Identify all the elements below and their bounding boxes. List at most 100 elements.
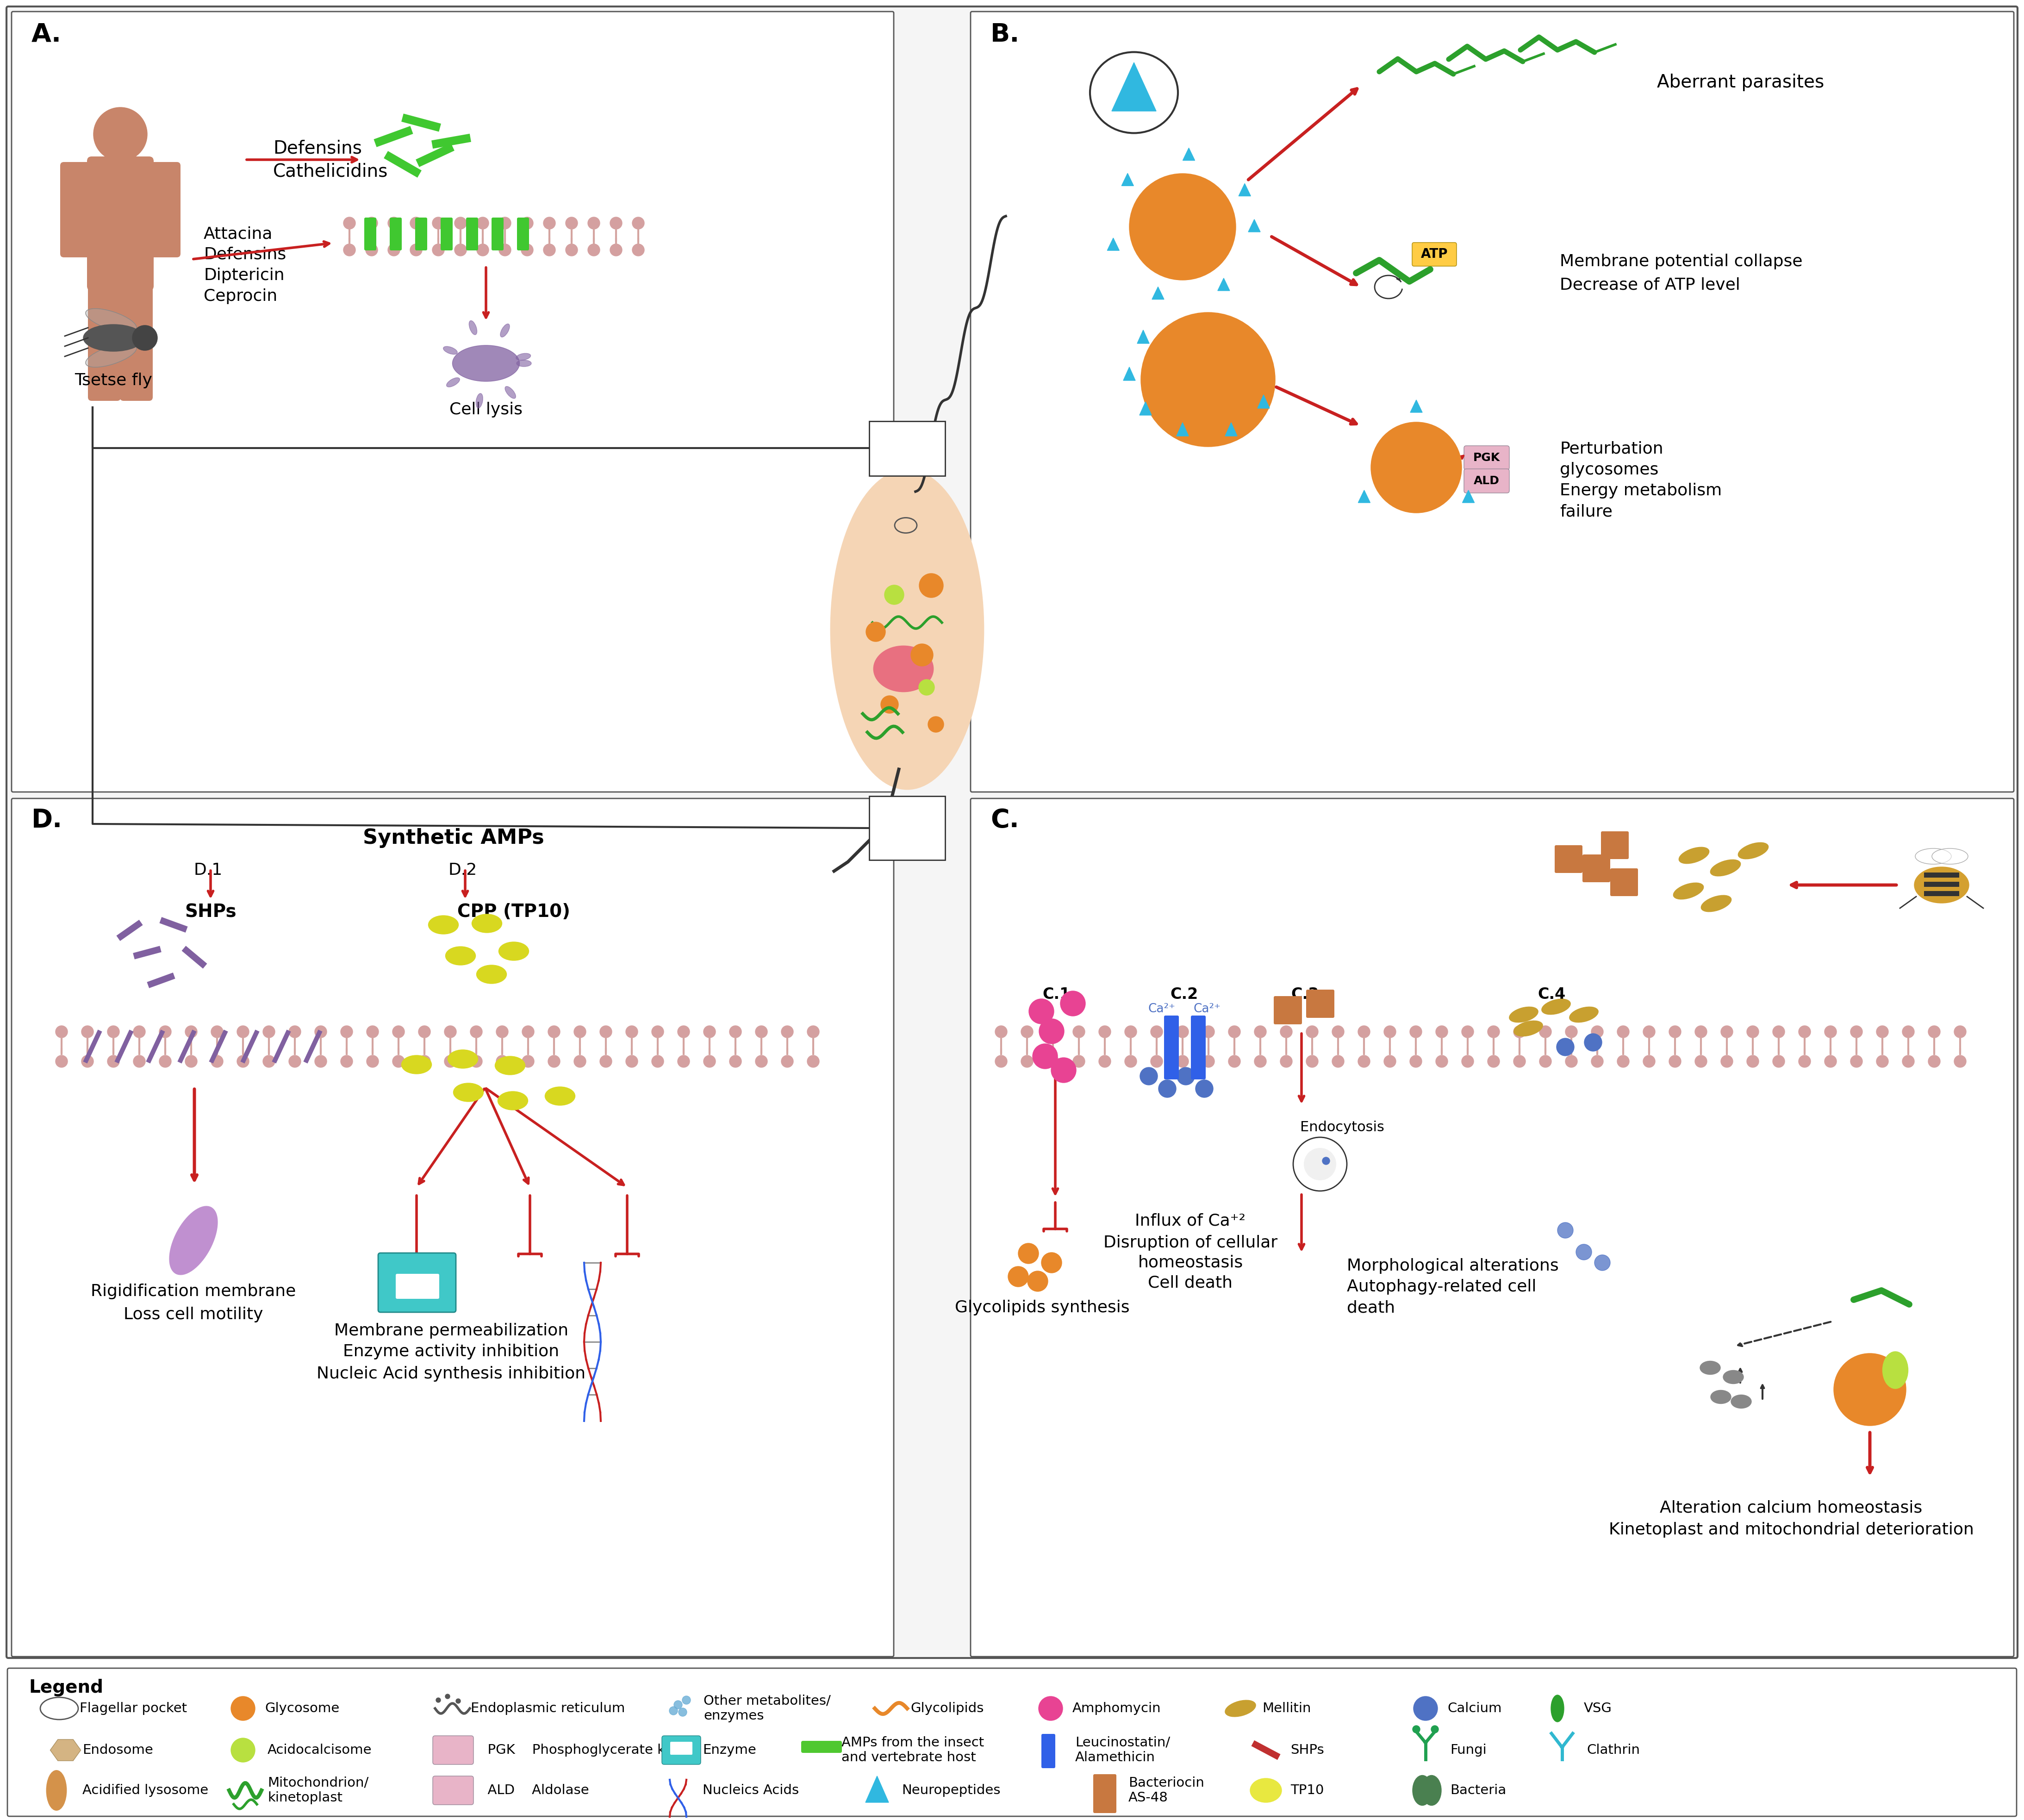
FancyBboxPatch shape (1583, 854, 1611, 883)
Circle shape (670, 1707, 678, 1714)
Circle shape (1020, 1026, 1032, 1037)
Text: Membrane potential collapse: Membrane potential collapse (1561, 253, 1803, 269)
Text: D.2: D.2 (449, 863, 478, 877)
Polygon shape (160, 917, 188, 932)
Circle shape (1202, 1056, 1214, 1067)
Circle shape (1032, 1043, 1059, 1068)
Circle shape (107, 1026, 119, 1037)
Circle shape (729, 1056, 741, 1067)
FancyBboxPatch shape (516, 218, 528, 251)
Circle shape (520, 217, 532, 229)
Circle shape (231, 1738, 255, 1762)
Circle shape (1150, 1026, 1162, 1037)
FancyBboxPatch shape (391, 218, 401, 251)
Circle shape (237, 1056, 249, 1067)
Circle shape (609, 217, 621, 229)
Ellipse shape (453, 1083, 484, 1101)
Circle shape (678, 1056, 690, 1067)
Text: D.1: D.1 (194, 863, 223, 877)
Polygon shape (1176, 422, 1188, 437)
Text: homeostasis: homeostasis (1137, 1254, 1243, 1270)
Circle shape (1196, 1079, 1212, 1097)
Polygon shape (1218, 278, 1231, 291)
Circle shape (419, 1056, 431, 1067)
Polygon shape (83, 1030, 101, 1063)
Circle shape (1747, 1056, 1759, 1067)
Text: Acidocalcisome: Acidocalcisome (267, 1744, 372, 1756)
Ellipse shape (447, 1050, 478, 1068)
Text: AMPs from the insect
and vertebrate host: AMPs from the insect and vertebrate host (842, 1736, 984, 1764)
Circle shape (1046, 1056, 1059, 1067)
Circle shape (1903, 1026, 1915, 1037)
Circle shape (55, 1056, 67, 1067)
Circle shape (445, 1694, 449, 1698)
Circle shape (631, 244, 644, 257)
Polygon shape (866, 1776, 889, 1802)
Circle shape (1099, 1056, 1111, 1067)
Circle shape (1435, 1026, 1447, 1037)
FancyBboxPatch shape (1601, 832, 1629, 859)
Circle shape (389, 217, 401, 229)
FancyBboxPatch shape (12, 11, 895, 792)
Circle shape (1413, 1725, 1421, 1733)
Text: B.: B. (990, 22, 1020, 47)
FancyBboxPatch shape (972, 799, 2014, 1656)
Circle shape (1008, 1267, 1028, 1287)
Polygon shape (271, 1030, 291, 1063)
FancyBboxPatch shape (12, 799, 895, 1656)
Circle shape (1435, 1056, 1447, 1067)
Ellipse shape (470, 320, 478, 335)
Circle shape (1142, 313, 1275, 446)
Text: Leucinostatin/
Alamethicin: Leucinostatin/ Alamethicin (1075, 1736, 1170, 1764)
Text: Endosome: Endosome (83, 1744, 154, 1756)
Circle shape (1125, 1056, 1137, 1067)
Polygon shape (1257, 395, 1269, 408)
Circle shape (599, 1026, 611, 1037)
Text: Calcium: Calcium (1447, 1702, 1502, 1714)
Circle shape (1370, 422, 1461, 513)
Circle shape (263, 1026, 275, 1037)
Text: Disruption of cellular: Disruption of cellular (1103, 1236, 1277, 1250)
Circle shape (1670, 1056, 1682, 1067)
Text: Glycosome: Glycosome (265, 1702, 340, 1714)
Circle shape (880, 695, 899, 713)
FancyBboxPatch shape (6, 7, 2018, 1658)
Circle shape (1694, 1026, 1706, 1037)
Ellipse shape (516, 360, 532, 366)
Ellipse shape (1569, 1006, 1599, 1023)
Circle shape (522, 1026, 534, 1037)
Ellipse shape (401, 1056, 431, 1074)
Ellipse shape (544, 1087, 575, 1105)
Text: Amphomycin: Amphomycin (1073, 1702, 1162, 1714)
Circle shape (1461, 1056, 1473, 1067)
Ellipse shape (516, 353, 530, 360)
Circle shape (704, 1026, 716, 1037)
Ellipse shape (85, 344, 136, 368)
FancyBboxPatch shape (1611, 868, 1637, 895)
Circle shape (160, 1056, 172, 1067)
Text: Synthetic AMPs: Synthetic AMPs (362, 828, 544, 848)
Text: Diptericin: Diptericin (204, 268, 285, 284)
Text: Enzyme: Enzyme (702, 1744, 757, 1756)
Circle shape (1834, 1354, 1907, 1425)
Ellipse shape (1700, 1361, 1720, 1374)
Text: Ca: Ca (1599, 1259, 1607, 1267)
Text: Alteration calcium homeostasis: Alteration calcium homeostasis (1660, 1500, 1923, 1516)
Circle shape (344, 244, 356, 257)
Circle shape (500, 217, 510, 229)
Circle shape (411, 244, 423, 257)
FancyBboxPatch shape (1093, 1774, 1117, 1813)
Circle shape (1850, 1056, 1862, 1067)
Circle shape (1514, 1026, 1526, 1037)
Text: Clathrin: Clathrin (1587, 1744, 1639, 1756)
Circle shape (314, 1056, 326, 1067)
Ellipse shape (1421, 1774, 1441, 1805)
Polygon shape (51, 1740, 81, 1760)
Polygon shape (1249, 220, 1261, 231)
FancyBboxPatch shape (433, 1776, 474, 1805)
Circle shape (93, 107, 148, 162)
Ellipse shape (1514, 1021, 1542, 1036)
Circle shape (470, 1026, 482, 1037)
Circle shape (1488, 1026, 1500, 1037)
Text: Ca: Ca (1421, 1704, 1431, 1713)
